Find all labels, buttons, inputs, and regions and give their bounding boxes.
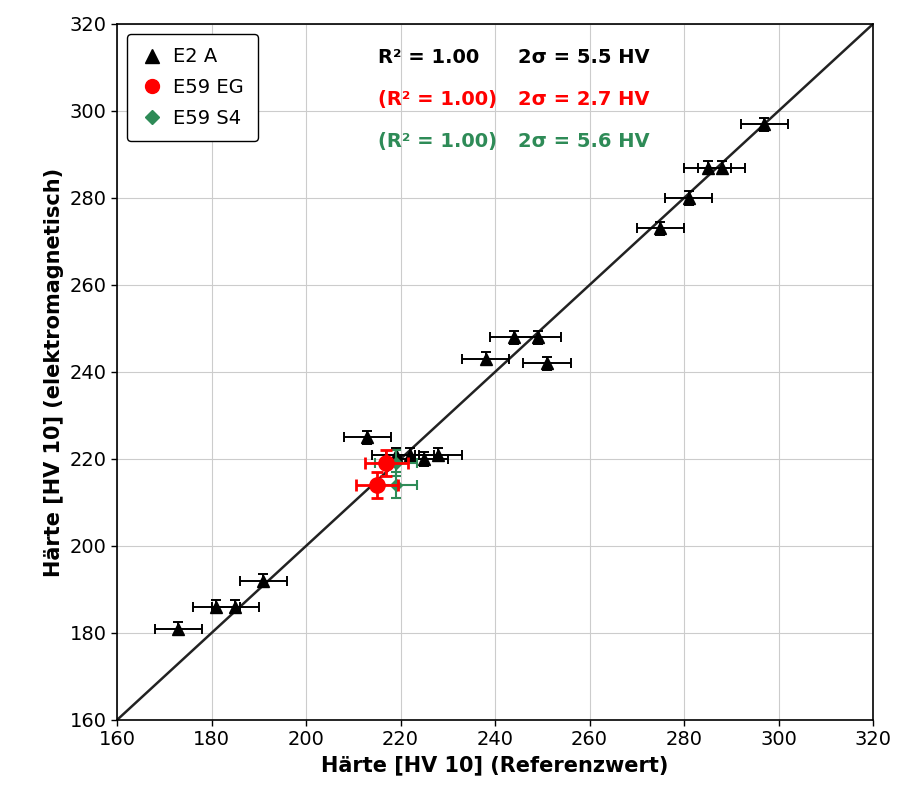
Text: 2σ = 2.7 HV: 2σ = 2.7 HV — [518, 90, 649, 109]
Text: (R² = 1.00): (R² = 1.00) — [378, 132, 497, 151]
Text: (R² = 1.00): (R² = 1.00) — [378, 90, 497, 109]
X-axis label: Härte [HV 10] (Referenzwert): Härte [HV 10] (Referenzwert) — [321, 755, 669, 775]
Text: R² = 1.00: R² = 1.00 — [378, 48, 479, 67]
Text: 2σ = 5.5 HV: 2σ = 5.5 HV — [518, 48, 649, 67]
Y-axis label: Härte [HV 10] (elektromagnetisch): Härte [HV 10] (elektromagnetisch) — [44, 167, 64, 577]
Legend: E2 A, E59 EG, E59 S4: E2 A, E59 EG, E59 S4 — [127, 34, 257, 142]
Text: 2σ = 5.6 HV: 2σ = 5.6 HV — [518, 132, 649, 151]
